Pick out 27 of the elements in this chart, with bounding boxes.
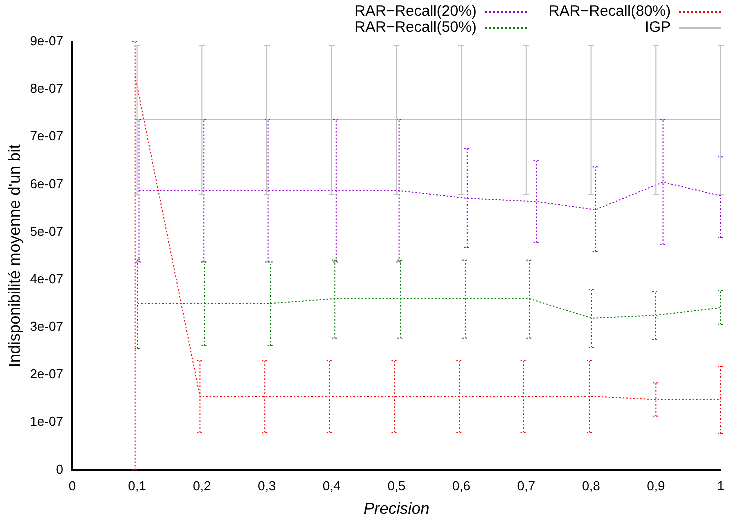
- x-tick-label: 1: [717, 478, 725, 494]
- y-tick-label: 1e-07: [30, 414, 64, 430]
- y-tick-label: 2e-07: [30, 366, 64, 382]
- y-axis-title: Indisponibilité moyenne d'un bit: [7, 144, 24, 368]
- legend-label: RAR−Recall(20%): [354, 3, 477, 20]
- y-tick-label: 7e-07: [30, 128, 64, 144]
- x-tick-label: 0,6: [452, 478, 471, 494]
- y-tick-label: 6e-07: [30, 176, 64, 192]
- legend-label: RAR−Recall(50%): [354, 19, 477, 36]
- y-tick-label: 4e-07: [30, 271, 64, 286]
- x-tick-label: 0,9: [647, 478, 666, 494]
- legend-label: IGP: [645, 19, 671, 36]
- x-tick-label: 0,7: [517, 478, 536, 494]
- x-tick-label: 0,2: [193, 478, 212, 494]
- x-axis-title: Precision: [364, 500, 430, 518]
- y-tick-label: 0: [56, 462, 64, 477]
- x-tick-label: 0,5: [388, 478, 406, 494]
- legend-label: RAR−Recall(80%): [548, 3, 671, 20]
- y-tick-label: 3e-07: [30, 319, 64, 334]
- x-tick-label: 0: [68, 478, 76, 494]
- x-tick-label: 0,8: [582, 478, 600, 494]
- y-tick-label: 9e-07: [30, 34, 64, 49]
- x-tick-label: 0,1: [128, 478, 146, 494]
- x-tick-label: 0,3: [258, 478, 276, 494]
- y-tick-label: 8e-07: [30, 81, 64, 96]
- x-tick-label: 0,4: [322, 478, 341, 494]
- y-tick-label: 5e-07: [30, 224, 64, 239]
